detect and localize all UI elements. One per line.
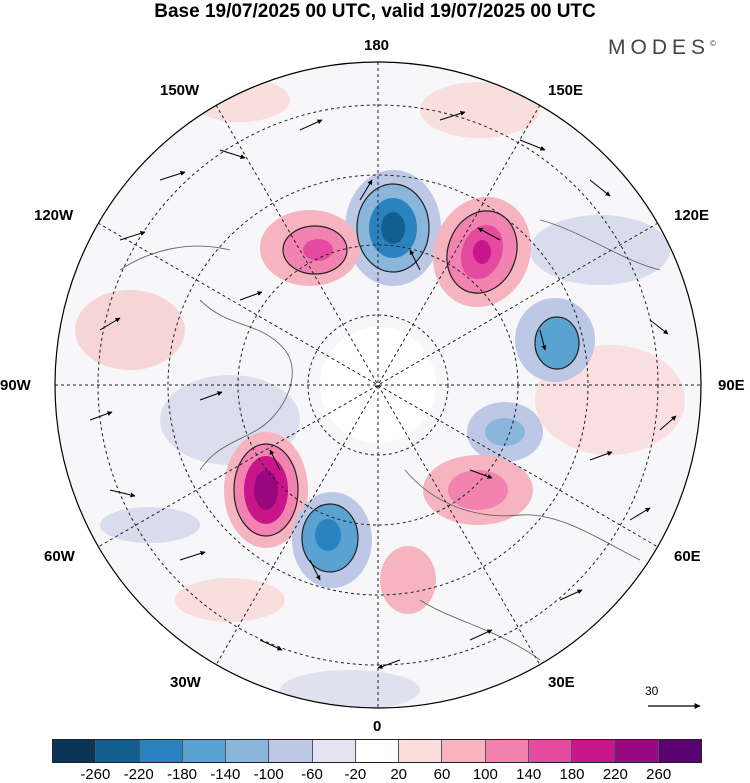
lon-label-150e: 150E: [548, 82, 584, 99]
lon-label-180: 180: [364, 37, 390, 54]
lon-label-0: 0: [373, 718, 382, 735]
colorbar-swatch: [442, 740, 486, 762]
colorbar: [52, 739, 702, 763]
reference-vector-label: 30: [645, 684, 659, 698]
ridge-150w: [260, 210, 360, 286]
colorbar-swatch: [226, 740, 270, 762]
anomaly-weak-positive: [420, 82, 540, 138]
anomaly-weak-positive: [190, 78, 290, 122]
modes-logo: MODES©: [608, 36, 716, 60]
trough-30w: [292, 492, 372, 588]
polar-cap: [320, 327, 436, 443]
colorbar-tick-label: 140: [516, 766, 542, 783]
anomaly-field: [55, 62, 701, 708]
lon-label-30w: 30W: [170, 674, 201, 691]
colorbar-tick-label: -140: [210, 766, 241, 783]
trough-90e: [467, 402, 543, 462]
lon-label-90e: 90E: [718, 377, 745, 394]
anomaly-weak-positive: [75, 290, 185, 370]
colorbar-swatch: [485, 740, 529, 762]
coastlines: [119, 219, 661, 661]
brand-text: MODES: [608, 36, 711, 59]
lon-label-120w: 120W: [34, 207, 74, 224]
anomaly-weak-negative: [100, 507, 200, 543]
colorbar-swatch: [355, 740, 400, 762]
colorbar-swatch: [615, 740, 659, 762]
trough-180: [345, 170, 441, 286]
anomaly-weak-negative: [530, 215, 670, 285]
wind-vectors: [89, 110, 677, 669]
contour-lines: [233, 183, 580, 573]
colorbar-tick-label: 220: [602, 766, 628, 783]
colorbar-tick-label: -180: [166, 766, 198, 783]
colorbar-swatch: [528, 740, 573, 762]
lon-label-120e: 120E: [674, 207, 710, 224]
colorbar-swatch: [96, 740, 140, 762]
lon-label-60w: 60W: [44, 548, 75, 565]
anomaly-weak-negative: [280, 670, 420, 708]
colorbar-tick-label: 60: [433, 766, 451, 783]
colorbar-swatch: [53, 740, 97, 762]
colorbar-swatch: [572, 740, 616, 762]
lon-label-90w: 90W: [0, 377, 31, 394]
colorbar-swatch: [312, 740, 356, 762]
colorbar-swatch: [269, 740, 313, 762]
ridge-60e: [423, 455, 533, 525]
lon-label-60e: 60E: [674, 548, 701, 565]
colorbar-tick-label: -260: [80, 766, 111, 783]
map-boundary: [54, 61, 702, 709]
colorbar-swatch: [399, 740, 443, 762]
colorbar-tick-label: 260: [646, 766, 672, 783]
colorbar-tick-label: 180: [559, 766, 585, 783]
lon-label-30e: 30E: [548, 674, 575, 691]
colorbar-tick-label: -20: [344, 766, 367, 783]
trough-120e: [515, 298, 595, 382]
colorbar-tick-label: -100: [253, 766, 284, 783]
lon-label-150w: 150W: [160, 82, 200, 99]
colorbar-tick-label: 20: [390, 766, 407, 783]
anomaly-weak-positive: [175, 578, 285, 622]
colorbar-tick-label: 100: [472, 766, 498, 783]
colorbar-tick-label: -60: [301, 766, 323, 783]
colorbar-tick-label: -220: [123, 766, 154, 783]
colorbar-swatch: [182, 740, 227, 762]
ridge-60w: [224, 432, 308, 548]
ridge-0: [380, 546, 436, 614]
ridge-150e: [432, 196, 532, 308]
colorbar-swatch: [658, 740, 701, 762]
copyright-mark: ©: [710, 39, 716, 48]
chart-title: Base 19/07/2025 00 UTC, valid 19/07/2025…: [154, 1, 596, 22]
colorbar-swatch: [139, 740, 183, 762]
